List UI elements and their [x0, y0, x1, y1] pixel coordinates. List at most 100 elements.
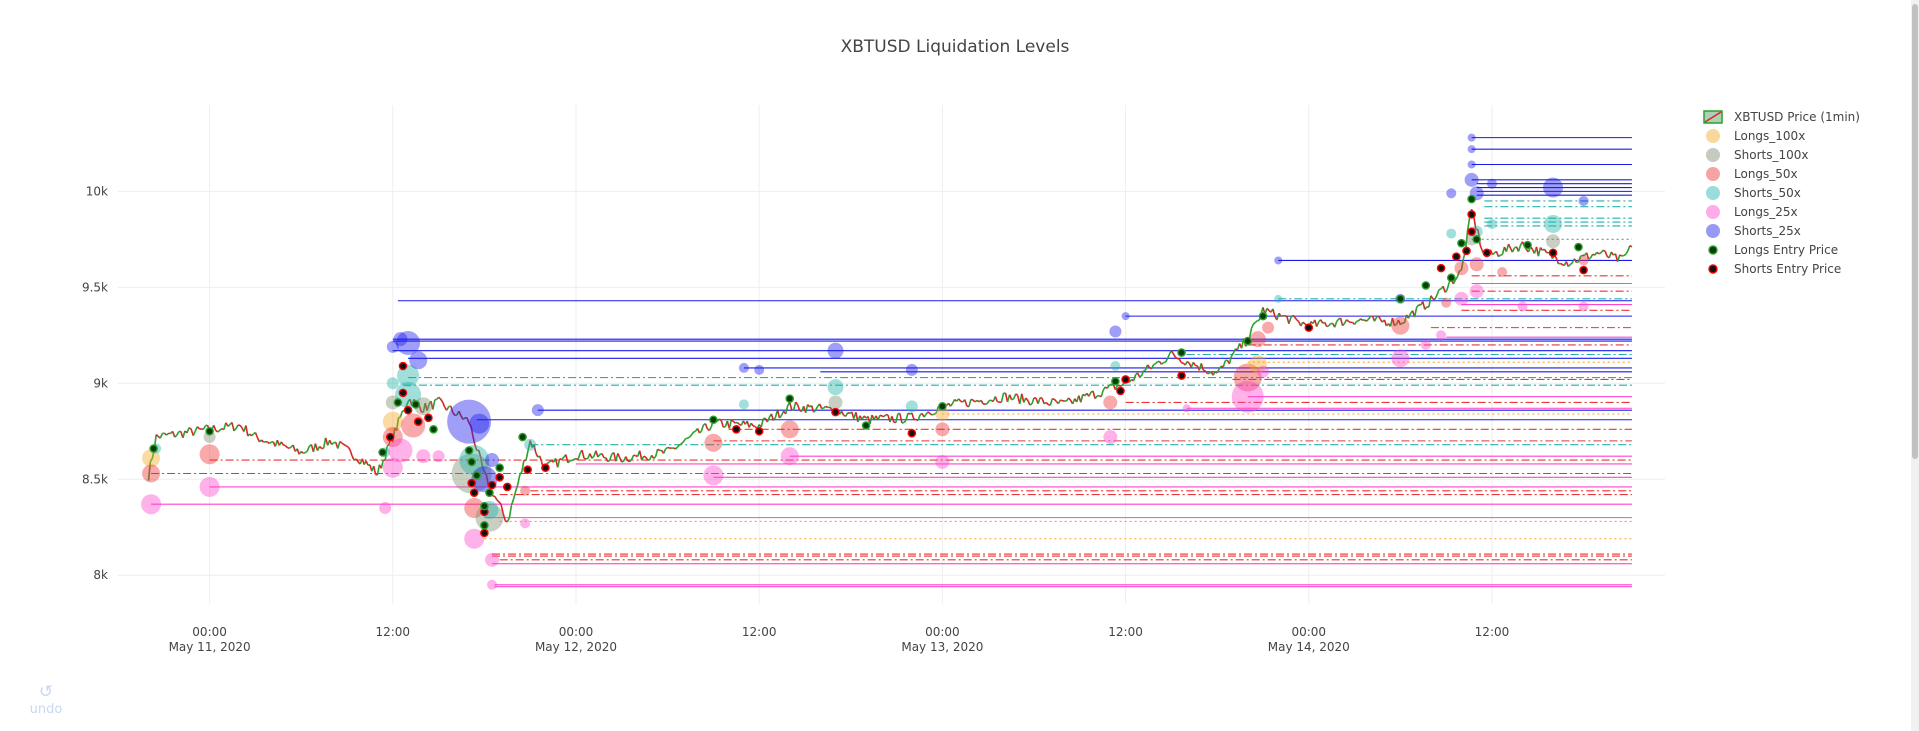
y-tick-label: 9k — [93, 376, 108, 390]
longs-entry-marker — [709, 415, 718, 425]
price-segment — [676, 444, 681, 448]
price-segment — [341, 442, 345, 446]
shorts-entry-marker — [831, 407, 840, 417]
legend-item-shortsentry[interactable]: Shorts Entry Price — [1708, 262, 1841, 276]
legend-item-longsentry[interactable]: Longs Entry Price — [1708, 243, 1838, 257]
undo-icon: ↺ — [38, 682, 54, 702]
price-segment — [917, 414, 921, 421]
price-segment — [1143, 369, 1146, 372]
price-segment — [970, 398, 974, 401]
price-segment — [1356, 320, 1359, 323]
price-segment — [968, 399, 972, 407]
legend-swatch-icon — [1706, 148, 1720, 162]
scrollbar-thumb[interactable] — [1912, 4, 1918, 459]
price-segment — [533, 445, 537, 454]
price-segment — [498, 501, 502, 505]
liquidation-bubble — [1182, 404, 1191, 413]
price-segment — [1594, 251, 1598, 256]
x-tick-label: 12:00 — [1108, 625, 1143, 639]
price-segment — [1537, 247, 1542, 257]
price-segment — [1446, 282, 1450, 290]
price-segment — [1248, 328, 1253, 338]
liquidation-bubble — [1454, 291, 1469, 306]
liquidation-bubble — [1233, 363, 1262, 392]
price-segment — [1596, 251, 1600, 255]
price-segment — [1489, 249, 1494, 255]
price-segment — [772, 416, 777, 422]
price-segment — [479, 456, 484, 468]
liquidation-bubble — [1446, 228, 1457, 239]
price-segment — [149, 457, 153, 462]
legend-item-longs_25x[interactable]: Longs_25x — [1706, 205, 1798, 219]
price-segment — [895, 413, 899, 423]
price-segment — [595, 450, 599, 458]
price-segment — [1326, 325, 1329, 328]
liquidation-bubble — [1497, 266, 1508, 277]
price-segment — [1322, 321, 1325, 324]
price-segment — [468, 422, 472, 427]
liquidation-bubble — [1486, 218, 1497, 229]
price-segment — [1150, 364, 1155, 370]
price-segment — [561, 456, 565, 461]
price-segment — [1576, 261, 1579, 264]
legend-swatch-icon — [1706, 205, 1720, 219]
price-segment — [302, 451, 306, 454]
price-segment — [1128, 379, 1133, 383]
scrollbar[interactable] — [1911, 0, 1919, 731]
price-segment — [907, 412, 911, 415]
legend-item-shorts_100x[interactable]: Shorts_100x — [1706, 148, 1808, 162]
liquidation-bubble — [1391, 349, 1410, 368]
price-segment — [1045, 401, 1049, 406]
price-segment — [1166, 353, 1171, 360]
liquidation-bubble — [520, 518, 531, 529]
price-segment — [439, 398, 444, 403]
price-segment — [690, 431, 695, 436]
price-segment — [665, 446, 669, 450]
price-segment — [903, 420, 907, 424]
longs-entry-marker — [861, 421, 871, 430]
longs-entry-marker — [785, 394, 795, 403]
longs-entry-marker — [480, 501, 489, 511]
liquidation-bubble — [451, 453, 492, 494]
price-segment — [538, 455, 543, 463]
price-segment — [994, 396, 999, 402]
legend-item-longs_100x[interactable]: Longs_100x — [1706, 129, 1805, 143]
shorts-entry-marker — [385, 432, 395, 442]
price-segment — [1336, 318, 1340, 322]
price-segment — [1104, 386, 1108, 389]
price-segment — [286, 446, 290, 450]
price-segment — [881, 415, 885, 418]
legend-item-shorts_25x[interactable]: Shorts_25x — [1706, 224, 1801, 238]
legend-item-price[interactable]: XBTUSD Price (1min) — [1703, 110, 1860, 124]
price-segment — [1031, 397, 1035, 405]
legend-item-longs_50x[interactable]: Longs_50x — [1706, 167, 1798, 181]
liquidation-bubble — [935, 406, 950, 421]
price-segment — [1592, 253, 1596, 256]
price-segment — [1053, 398, 1057, 403]
price-segment — [792, 401, 797, 410]
longs-entry-marker — [464, 446, 474, 455]
legend-item-shorts_50x[interactable]: Shorts_50x — [1706, 186, 1801, 200]
price-segment — [519, 471, 523, 476]
price-segment — [1428, 295, 1432, 308]
price-segment — [1164, 358, 1169, 363]
shorts-entry-marker — [754, 426, 764, 436]
shorts-entry-marker — [907, 428, 917, 438]
price-segment — [1092, 390, 1096, 399]
y-tick-label: 9.5k — [82, 280, 108, 294]
price-segment — [436, 396, 440, 400]
price-segment — [186, 427, 190, 434]
legend-label: XBTUSD Price (1min) — [1734, 110, 1860, 124]
price-segment — [445, 406, 450, 411]
price-segment — [1507, 243, 1512, 249]
shorts-entry-marker — [1548, 248, 1558, 258]
liquidation-bubble — [1109, 325, 1122, 338]
price-segment — [1585, 252, 1590, 260]
price-segment — [1623, 253, 1627, 257]
legend[interactable]: XBTUSD Price (1min) Longs_100x Shorts_100x… — [1703, 110, 1860, 276]
undo-button[interactable]: ↺ undo — [26, 682, 66, 717]
price-segment — [466, 417, 470, 424]
price-segment — [1041, 398, 1045, 405]
liquidation-bubble — [1103, 395, 1118, 410]
price-segment — [1627, 245, 1631, 252]
